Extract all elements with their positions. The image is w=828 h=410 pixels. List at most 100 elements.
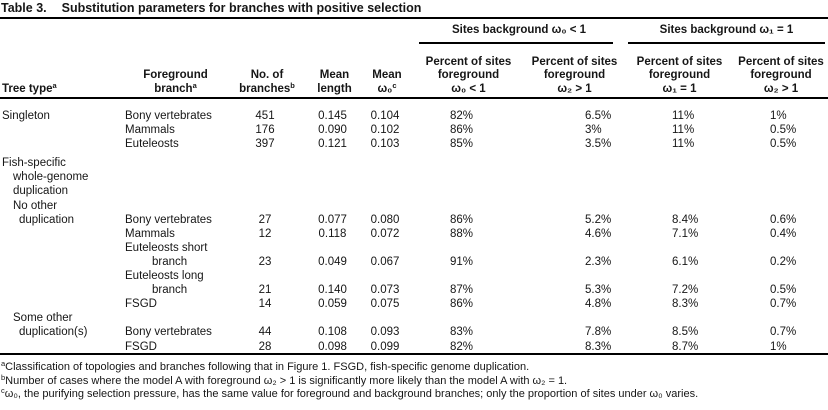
table-cell: whole-genome [13, 171, 89, 184]
table-row: Mammals 12 0.118 0.072 88% 4.6% 7.1% 0.4% [0, 227, 828, 241]
table-cell: 0.075 [370, 298, 400, 311]
table-cell: No other [13, 199, 58, 212]
table-cell: duplication [13, 185, 68, 198]
column-header-line: Mean [359, 69, 415, 82]
table-cell: 0.093 [370, 326, 400, 339]
column-header-line: Percent of sites [627, 56, 732, 69]
footnote-b: bNumber of cases where the model A with … [1, 372, 827, 389]
column-header-text: foreground [750, 69, 812, 82]
column-header-line: Foreground [127, 69, 224, 82]
table-cell: 0.104 [370, 110, 400, 122]
table-cell [357, 156, 413, 170]
table-row: duplication Bony vertebrates 27 0.077 0.080 8… [0, 213, 828, 227]
table-cell: Euteleosts long [125, 270, 204, 283]
table-cell [730, 184, 828, 198]
table-cell [520, 199, 625, 213]
table-cell: 0.102 [370, 124, 400, 137]
column-header-text: ω₀ < 1 [451, 82, 486, 95]
column-header-line: Mean [310, 69, 359, 82]
column-header: No. of branchesb [224, 69, 310, 96]
column-header-text: foreground [648, 69, 711, 82]
table-cell: 6.5% [585, 110, 612, 122]
table-cell [308, 184, 357, 198]
table-cell: 88% [450, 227, 474, 240]
table-row: Euteleosts long [0, 269, 828, 283]
table-cell: 8.3% [585, 340, 612, 353]
table-cell [413, 241, 520, 255]
table-cell: 7.2% [672, 284, 699, 297]
column-header-text: Foreground [143, 69, 208, 82]
table-row: Euteleosts short [0, 241, 828, 255]
table-cell: 0.145 [318, 110, 347, 122]
table-cell: 0.059 [318, 298, 347, 311]
spanner-sites-background-w1: Sites background ω₁ = 1 [659, 24, 794, 36]
table-cell [0, 269, 125, 283]
table-cell: 44 [258, 326, 272, 339]
column-header-text: ω₂ > 1 [763, 82, 799, 95]
table-cell: 2.3% [585, 255, 612, 268]
table-cell [0, 297, 125, 311]
table-cell: 176 [255, 124, 275, 137]
table-cell [222, 269, 308, 283]
column-header: Percent of sites foreground ω₁ = 1 [627, 56, 732, 96]
table-cell: 0.080 [370, 213, 400, 226]
footnote-marker-b: b [1, 372, 6, 382]
table-cell [520, 184, 625, 198]
table-cell [413, 311, 520, 325]
column-header-text: Percent of sites [425, 55, 512, 68]
table-cell [0, 227, 125, 241]
table-cell: 0.5% [770, 124, 797, 137]
title-rule [0, 17, 828, 19]
column-header-line: foreground [627, 69, 732, 82]
table-cell: 0.049 [318, 255, 347, 268]
table-cell: 0.121 [318, 138, 347, 151]
footnote-marker: a [52, 80, 57, 90]
column-header-text: ω₁ = 1 [662, 82, 697, 95]
table-cell: 86% [450, 124, 474, 137]
table-cell: Bony vertebrates [125, 326, 212, 339]
table-cell: 3% [585, 124, 602, 137]
table-cell [125, 199, 222, 213]
table-cell: 0.5% [770, 284, 797, 297]
column-header: Percent of sites foreground ω₂ > 1 [732, 56, 828, 96]
table-cell: 4.8% [585, 298, 612, 311]
column-header-line: Percent of sites [415, 56, 522, 69]
table-cell [0, 255, 125, 269]
column-header-line: Percent of sites [522, 56, 627, 69]
table-cell: 0.5% [770, 138, 797, 151]
header-rule [0, 97, 828, 99]
column-header-text: branches [239, 82, 291, 95]
table-cell: 4.6% [585, 227, 612, 240]
table-row: FSGD 14 0.059 0.075 86% 4.8% 8.3% 0.7% [0, 297, 828, 311]
table-cell: branch [152, 255, 188, 268]
table-cell: 0.090 [318, 124, 347, 137]
table-cell: 11% [672, 124, 695, 137]
footnote-marker: a [192, 80, 197, 90]
table-cell: Mammals [125, 124, 175, 137]
column-header-line: Percent of sites [732, 56, 828, 69]
column-header-line: length [310, 83, 359, 96]
column-header-text: Percent of sites [738, 55, 824, 68]
table-cell [0, 340, 125, 354]
column-header-text: Mean [319, 69, 350, 82]
table-cell [520, 156, 625, 170]
table-cell [357, 269, 413, 283]
table-cell: 7.1% [672, 227, 699, 240]
table-cell: 23 [258, 255, 272, 268]
table-cell [0, 137, 125, 151]
table-cell [308, 241, 357, 255]
table-cell [625, 311, 730, 325]
table-caption: Table 3. Substitution parameters for bran… [1, 1, 421, 16]
table-cell: Bony vertebrates [125, 110, 212, 122]
table-row: whole-genome [0, 170, 828, 184]
table-cell [730, 241, 828, 255]
table-cell [222, 311, 308, 325]
table-cell: Singleton [2, 110, 50, 122]
table-cell: 1% [770, 340, 787, 353]
table-cell [730, 269, 828, 283]
table-cell [125, 156, 222, 170]
footnote-marker: b [290, 80, 295, 90]
table-cell [0, 283, 125, 297]
table-cell: branch [152, 284, 188, 297]
column-header: Percent of sites foreground ω₀ < 1 [415, 56, 522, 96]
